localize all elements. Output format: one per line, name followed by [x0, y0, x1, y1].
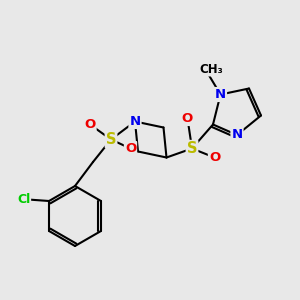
- Text: N: N: [215, 88, 226, 101]
- Text: N: N: [129, 115, 141, 128]
- Text: O: O: [84, 118, 96, 131]
- Text: S: S: [106, 132, 116, 147]
- Text: O: O: [182, 112, 193, 125]
- Text: O: O: [209, 151, 220, 164]
- Text: N: N: [231, 128, 243, 142]
- Text: Cl: Cl: [17, 193, 30, 206]
- Text: O: O: [125, 142, 136, 155]
- Text: S: S: [187, 141, 197, 156]
- Text: CH₃: CH₃: [200, 62, 224, 76]
